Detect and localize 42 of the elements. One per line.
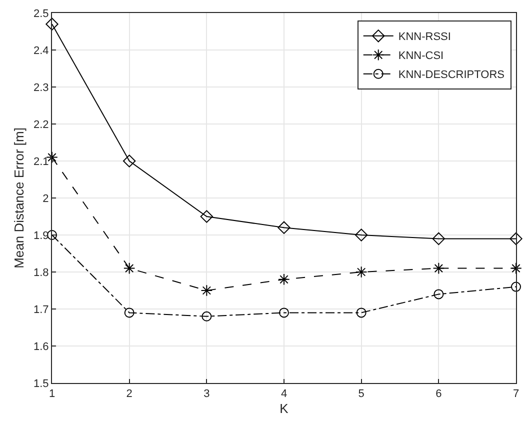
x-axis-title: K	[280, 400, 289, 416]
x-tick-label: 4	[280, 388, 288, 400]
point	[200, 284, 213, 296]
point	[122, 154, 136, 168]
point	[434, 289, 444, 300]
y-tick-label: 1.5	[34, 378, 49, 390]
y-tick-label: 1.8	[34, 266, 49, 279]
x-tick-label: 5	[358, 388, 364, 400]
y-tick-label: 2.4	[34, 44, 49, 57]
point	[123, 262, 136, 274]
legend-label: KNN-RSSI	[398, 31, 451, 44]
point	[202, 311, 212, 322]
point	[510, 262, 522, 274]
y-tick-label: 1.7	[34, 304, 49, 316]
point	[279, 308, 289, 318]
y-tick-label: 2.1	[34, 156, 49, 168]
x-tick-label: 7	[512, 388, 520, 400]
point	[354, 228, 368, 242]
y-tick-label: 2.3	[34, 82, 49, 94]
x-tick-label: 2	[126, 388, 132, 400]
point	[432, 232, 446, 246]
legend-label: KNN-DESCRIPTORS	[398, 69, 505, 82]
x-tick-label: 6	[436, 388, 442, 400]
point	[278, 274, 290, 286]
point	[124, 308, 134, 318]
point	[511, 282, 521, 292]
point	[432, 262, 445, 274]
y-tick-label: 1.6	[34, 340, 49, 353]
point	[278, 221, 290, 234]
y-tick-label: 2.5	[34, 8, 49, 20]
point	[510, 232, 522, 246]
legend-label: KNN-CSI	[398, 50, 444, 62]
x-tick-label: 1	[48, 388, 56, 400]
y-tick-label: 1.9	[34, 230, 49, 242]
y-tick-label: 2	[42, 192, 49, 205]
x-tick-label: 3	[204, 388, 210, 400]
point	[355, 266, 368, 278]
y-tick-label: 2.2	[34, 118, 49, 131]
point	[200, 210, 214, 223]
point	[356, 308, 366, 318]
point	[46, 18, 58, 30]
y-axis-title: Mean Distance Error [m]	[11, 128, 26, 268]
